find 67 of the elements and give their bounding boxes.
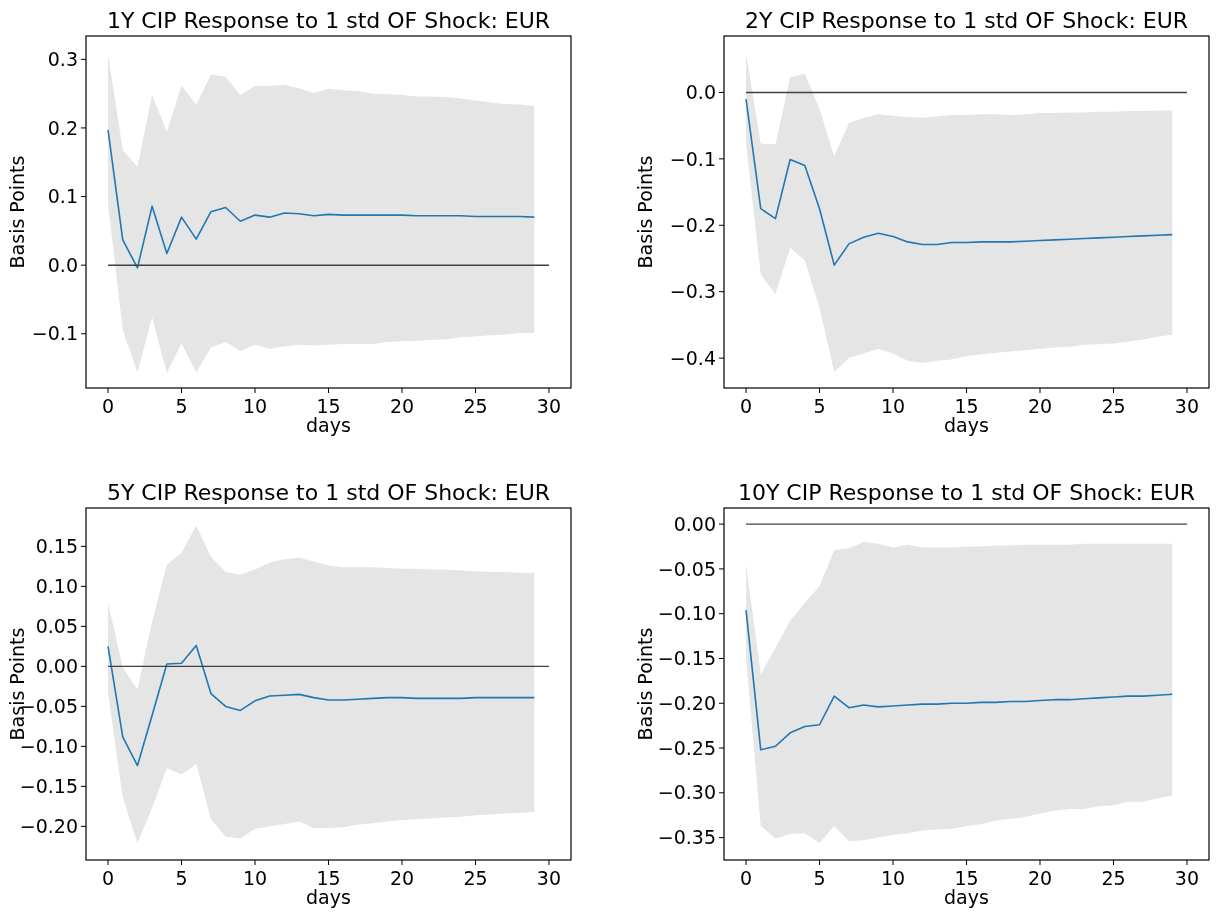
y-tick-label: −0.2 <box>669 213 716 236</box>
y-tick-label: −0.30 <box>657 781 716 804</box>
x-tick-label: 20 <box>389 395 415 417</box>
y-tick-label: −0.35 <box>657 826 716 849</box>
y-tick-label: −0.15 <box>19 775 78 798</box>
y-axis-title: Basis Points <box>634 627 656 741</box>
line-series <box>107 129 536 269</box>
x-tick-label: 5 <box>813 395 826 417</box>
y-tick-label: 0.05 <box>35 615 78 638</box>
x-tick-label: 15 <box>954 395 979 417</box>
x-tick-label: 5 <box>175 395 188 417</box>
x-tick-label: 25 <box>1101 867 1126 889</box>
chart-title: 2Y CIP Response to 1 std OF Shock: EUR <box>744 8 1189 33</box>
x-tick-label: 10 <box>880 395 906 417</box>
x-tick-label: 25 <box>463 395 488 417</box>
x-tick-label: 15 <box>954 867 979 889</box>
y-tick-label: 0.1 <box>47 185 78 208</box>
x-tick-label: 20 <box>1027 395 1053 417</box>
line-series <box>745 609 1174 751</box>
y-tick-label: 0.0 <box>685 81 716 104</box>
x-tick-label: 5 <box>813 867 826 889</box>
x-tick-label: 0 <box>102 395 115 417</box>
y-axis-title: Basis Points <box>6 155 28 269</box>
y-tick-label: 0.00 <box>673 512 716 535</box>
x-tick-label: 10 <box>880 867 906 889</box>
y-tick-label: −0.3 <box>669 280 716 303</box>
y-tick-label: −0.1 <box>669 147 716 170</box>
x-axis-title: days <box>306 886 351 908</box>
y-tick-label: 0.2 <box>47 116 78 139</box>
x-tick-label: 30 <box>1174 867 1200 889</box>
y-tick-label: −0.10 <box>657 602 716 625</box>
y-tick-label: 0.3 <box>47 47 78 70</box>
x-tick-label: 10 <box>242 395 268 417</box>
x-tick-label: 30 <box>536 867 562 889</box>
y-tick-label: 0.10 <box>35 575 78 598</box>
chart-title: 10Y CIP Response to 1 std OF Shock: EUR <box>737 480 1196 505</box>
y-tick-label: −0.20 <box>657 691 716 714</box>
x-axis-title: days <box>944 414 989 436</box>
y-tick-label: −0.25 <box>657 736 716 759</box>
line-series <box>745 98 1174 266</box>
x-tick-label: 30 <box>536 395 562 417</box>
x-tick-label: 0 <box>740 867 753 889</box>
x-tick-label: 25 <box>1101 395 1126 417</box>
y-tick-label: −0.4 <box>669 346 716 369</box>
chart-title: 1Y CIP Response to 1 std OF Shock: EUR <box>106 8 551 33</box>
x-tick-label: 10 <box>242 867 268 889</box>
y-tick-label: 0.0 <box>47 253 78 276</box>
x-tick-label: 20 <box>1027 867 1053 889</box>
y-axis-title: Basis Points <box>634 155 656 269</box>
y-tick-label: −0.05 <box>657 557 716 580</box>
line-series <box>107 644 536 767</box>
y-tick-label: 0.00 <box>35 655 78 678</box>
y-tick-label: −0.15 <box>657 647 716 670</box>
x-axis-title: days <box>306 414 351 436</box>
x-tick-label: 5 <box>175 867 188 889</box>
x-tick-label: 15 <box>316 395 341 417</box>
x-tick-label: 15 <box>316 867 341 889</box>
x-tick-label: 25 <box>463 867 488 889</box>
x-tick-label: 30 <box>1174 395 1200 417</box>
y-tick-label: 0.15 <box>35 535 78 558</box>
x-axis-title: days <box>944 886 989 908</box>
x-tick-label: 0 <box>102 867 115 889</box>
x-tick-label: 0 <box>740 395 753 417</box>
chart-title: 5Y CIP Response to 1 std OF Shock: EUR <box>106 480 551 505</box>
x-tick-label: 20 <box>389 867 415 889</box>
y-tick-label: −0.20 <box>19 815 78 838</box>
y-tick-label: −0.1 <box>31 322 78 345</box>
